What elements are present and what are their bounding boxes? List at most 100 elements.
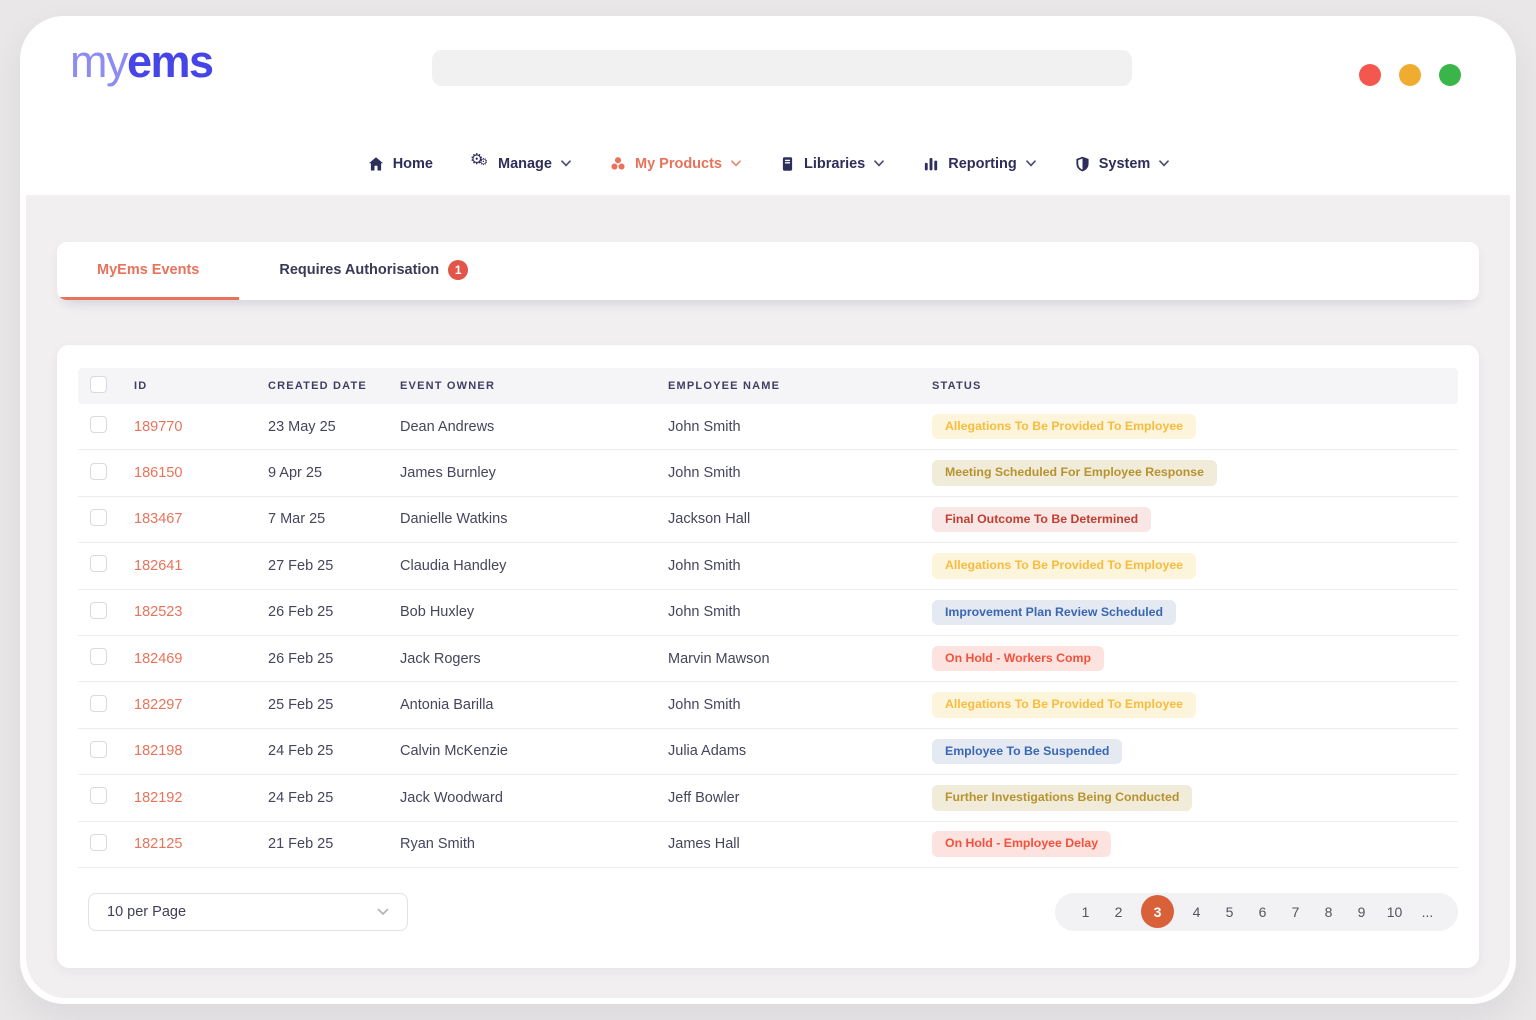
page-5[interactable]: 5 (1225, 903, 1234, 920)
created-date-cell: 7 Mar 25 (268, 511, 326, 528)
per-page-label: 10 per Page (107, 903, 187, 920)
event-owner-cell: Claudia Handley (400, 557, 507, 574)
page-ellipsis[interactable]: ... (1421, 903, 1434, 920)
nav-item-label: Home (392, 155, 433, 172)
table-row: 189770 23 May 25 Dean Andrews John Smith All… (78, 404, 1458, 451)
row-checkbox[interactable] (90, 833, 107, 851)
window-controls (1359, 64, 1461, 86)
table-row: 182125 21 Feb 25 Ryan Smith James Hall On Ho… (78, 822, 1458, 868)
chevron-down-icon (1159, 160, 1170, 167)
row-checkbox[interactable] (90, 555, 107, 573)
maximize-button[interactable] (1439, 64, 1461, 86)
chevron-down-icon (561, 160, 571, 167)
event-id-link[interactable]: 182469 (134, 650, 183, 667)
page-6[interactable]: 6 (1258, 903, 1267, 920)
app-window: myems Home ⚙ ⚙ Manage My Products Libraries Re… (20, 16, 1516, 1004)
nav-item-system[interactable]: System (1074, 155, 1170, 173)
per-page-select[interactable]: 10 per Page (88, 892, 408, 931)
nav-item-home[interactable]: Home (367, 155, 433, 173)
row-checkbox[interactable] (90, 416, 107, 434)
event-owner-cell: Jack Rogers (400, 650, 481, 667)
nav-item-label: Libraries (804, 155, 866, 172)
table-row: 182297 25 Feb 25 Antonia Barilla John Smith… (78, 682, 1458, 729)
page-7[interactable]: 7 (1291, 903, 1300, 920)
nav-item-manage[interactable]: ⚙ ⚙ Manage (470, 150, 571, 173)
tab-bar: MyEms Events Requires Authorisation 1 (57, 242, 1479, 300)
row-checkbox[interactable] (90, 694, 107, 712)
event-id-link[interactable]: 182125 (134, 836, 183, 853)
status-badge: Allegations To Be Provided To Employee (932, 413, 1197, 440)
employee-name-cell: Marvin Mawson (668, 650, 770, 667)
status-badge: Employee To Be Suspended (932, 738, 1123, 765)
employee-name-cell: Julia Adams (668, 743, 747, 760)
tab-label: Requires Authorisation (279, 261, 440, 278)
created-date-cell: 27 Feb 25 (268, 557, 334, 574)
logo-suffix: ems (127, 36, 214, 87)
row-checkbox[interactable] (90, 740, 107, 758)
minimize-button[interactable] (1399, 64, 1421, 86)
created-date-cell: 24 Feb 25 (268, 789, 334, 806)
page-9[interactable]: 9 (1357, 903, 1366, 920)
employee-name-cell: James Hall (668, 836, 740, 853)
table-row: 183467 7 Mar 25 Danielle Watkins Jackson Ha… (78, 497, 1458, 544)
event-owner-cell: Calvin McKenzie (400, 743, 508, 760)
content-area: MyEms Events Requires Authorisation 1 ID Cr… (26, 195, 1510, 998)
table-row: 182523 26 Feb 25 Bob Huxley John Smith Impro… (78, 590, 1458, 636)
page-2[interactable]: 2 (1114, 903, 1123, 920)
status-badge: Improvement Plan Review Scheduled (932, 599, 1176, 626)
page-8[interactable]: 8 (1324, 903, 1333, 920)
employee-name-cell: Jeff Bowler (668, 789, 740, 806)
status-badge: On Hold - Employee Delay (932, 831, 1112, 857)
status-badge: Meeting Scheduled For Employee Response (932, 460, 1217, 486)
nav-item-libraries[interactable]: Libraries (779, 155, 885, 173)
event-id-link[interactable]: 182198 (134, 743, 183, 760)
column-header-status: Status (932, 380, 982, 392)
nav-item-label: System (1098, 155, 1151, 172)
nav-item-my-products[interactable]: My Products (609, 155, 741, 173)
app-header: myems Home ⚙ ⚙ Manage My Products Libraries Re… (20, 16, 1516, 195)
employee-name-cell: John Smith (668, 697, 741, 714)
column-header-employee-name: Employee Name (668, 380, 781, 392)
search-input[interactable] (432, 50, 1132, 86)
chevron-down-icon (1025, 160, 1036, 167)
logo-prefix: my (70, 36, 129, 87)
chevron-down-icon (731, 160, 741, 167)
close-button[interactable] (1359, 64, 1381, 86)
page-3[interactable]: 3 (1141, 895, 1174, 929)
tab-count-badge: 1 (448, 259, 469, 280)
page-4[interactable]: 4 (1192, 903, 1201, 920)
row-checkbox[interactable] (90, 648, 107, 666)
tab-myems-events[interactable]: MyEms Events (57, 242, 240, 300)
select-all-checkbox[interactable] (90, 376, 107, 393)
book-icon (779, 155, 796, 173)
nav-item-reporting[interactable]: Reporting (922, 155, 1036, 173)
event-id-link[interactable]: 182641 (134, 557, 183, 574)
event-id-link[interactable]: 182523 (134, 604, 183, 621)
event-id-link[interactable]: 186150 (134, 465, 183, 482)
page-10[interactable]: 10 (1386, 903, 1403, 920)
row-checkbox[interactable] (90, 787, 107, 805)
row-checkbox[interactable] (90, 508, 107, 526)
products-icon (609, 155, 627, 173)
employee-name-cell: John Smith (668, 557, 741, 574)
event-owner-cell: Danielle Watkins (400, 511, 508, 528)
event-id-link[interactable]: 182192 (134, 789, 183, 806)
table-row: 182192 24 Feb 25 Jack Woodward Jeff Bowler F… (78, 775, 1458, 822)
nav-item-label: My Products (634, 155, 722, 172)
event-id-link[interactable]: 189770 (134, 418, 183, 435)
row-checkbox[interactable] (90, 462, 107, 480)
row-checkbox[interactable] (90, 601, 107, 619)
page-1[interactable]: 1 (1081, 903, 1090, 920)
status-badge: Final Outcome To Be Determined (932, 506, 1152, 533)
created-date-cell: 21 Feb 25 (268, 836, 334, 853)
created-date-cell: 26 Feb 25 (268, 604, 334, 621)
event-owner-cell: Dean Andrews (400, 418, 495, 435)
nav-item-label: Reporting (948, 155, 1017, 172)
events-table-card: ID Created Date Event Owner Employee Name St… (57, 345, 1479, 968)
event-id-link[interactable]: 182297 (134, 697, 183, 714)
tab-requires-authorisation[interactable]: Requires Authorisation 1 (239, 242, 508, 300)
table-body: 189770 23 May 25 Dean Andrews John Smith All… (78, 404, 1458, 868)
table-row: 182198 24 Feb 25 Calvin McKenzie Julia Adam… (78, 729, 1458, 776)
tab-label: MyEms Events (97, 261, 200, 278)
event-id-link[interactable]: 183467 (134, 511, 183, 528)
